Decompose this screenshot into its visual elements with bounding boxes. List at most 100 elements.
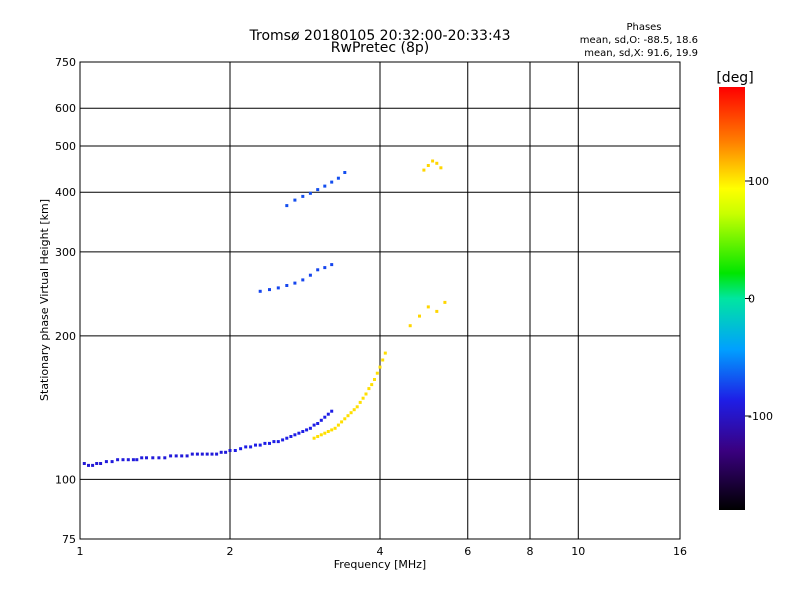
x-tick-label: 1 <box>77 545 84 558</box>
data-point <box>185 454 189 458</box>
data-point <box>355 405 359 409</box>
data-point <box>336 176 340 180</box>
data-point <box>293 433 297 437</box>
data-point <box>323 431 327 435</box>
data-point <box>352 408 356 412</box>
y-tick-label: 200 <box>55 330 76 343</box>
data-point <box>358 400 362 404</box>
data-point <box>349 411 353 415</box>
data-point <box>330 180 334 184</box>
data-point <box>293 198 297 202</box>
data-point <box>323 184 327 188</box>
data-point <box>121 458 125 462</box>
data-point <box>439 166 443 170</box>
data-point <box>330 263 334 267</box>
data-point <box>244 445 248 449</box>
x-tick-label: 10 <box>571 545 585 558</box>
data-point <box>426 305 430 309</box>
data-point <box>174 454 178 458</box>
data-point <box>431 159 435 163</box>
y-tick-label: 75 <box>62 533 76 546</box>
x-tick-labels: 1 2 4 6 8 10 16 <box>77 545 688 558</box>
data-point <box>87 463 90 467</box>
data-point <box>239 447 243 451</box>
data-point <box>289 435 293 438</box>
data-point <box>333 426 337 430</box>
data-point <box>343 171 347 174</box>
data-point <box>151 456 155 460</box>
data-point <box>228 449 232 452</box>
data-point <box>330 409 334 413</box>
x-tick-label: 16 <box>673 545 687 558</box>
phases-line-x: mean, sd,X: 91.6, 19.9 <box>584 48 698 59</box>
y-tick-label: 100 <box>55 473 76 486</box>
data-point <box>104 460 108 464</box>
data-point <box>418 314 421 318</box>
y-tick-label: 750 <box>55 56 76 69</box>
data-point <box>163 456 167 460</box>
data-point <box>323 266 327 270</box>
data-point <box>169 454 173 458</box>
data-point <box>205 452 209 456</box>
data-point <box>268 288 271 292</box>
data-point <box>346 414 350 418</box>
data-point <box>378 365 382 369</box>
data-point <box>268 441 271 445</box>
data-point <box>435 309 439 313</box>
x-tick-label: 2 <box>227 545 234 558</box>
data-point <box>233 449 237 452</box>
y-tick-label: 500 <box>55 140 76 153</box>
phases-line-o: mean, sd,O: -88.5, 18.6 <box>580 35 698 46</box>
colorbar <box>719 87 745 510</box>
data-point <box>272 440 276 444</box>
data-point <box>312 436 316 440</box>
data-point <box>215 452 219 456</box>
data-point <box>316 268 320 272</box>
data-point <box>131 458 135 462</box>
data-point <box>316 188 320 192</box>
data-point <box>254 443 257 447</box>
data-point <box>319 418 323 422</box>
data-point <box>249 445 253 449</box>
data-point <box>276 440 280 444</box>
data-point <box>145 456 148 460</box>
data-point <box>285 284 289 287</box>
plot-frame <box>79 61 681 540</box>
data-point <box>276 286 280 290</box>
data-point <box>140 456 144 460</box>
chart-title: Tromsø 20180105 20:32:00-20:33:43 <box>249 28 511 44</box>
data-point <box>301 194 305 198</box>
data-point <box>126 458 130 462</box>
data-point <box>224 450 228 454</box>
data-point <box>82 462 86 465</box>
data-point <box>383 351 387 355</box>
data-point <box>370 383 374 387</box>
data-point <box>381 358 385 362</box>
data-point <box>301 430 305 433</box>
data-point <box>308 426 312 430</box>
grid-lines <box>80 62 680 539</box>
y-tick-labels: 75 100 200 300 400 500 600 750 <box>55 56 76 546</box>
data-point <box>319 433 323 437</box>
data-point <box>258 289 262 293</box>
data-point <box>408 324 412 328</box>
chart-subtitle: RwPretec (8p) <box>331 40 429 56</box>
data-point <box>316 435 320 438</box>
y-tick-label: 400 <box>55 186 76 199</box>
data-point <box>364 392 368 396</box>
data-point <box>305 428 309 432</box>
data-point <box>308 273 312 277</box>
x-tick-label: 8 <box>527 545 534 558</box>
data-point <box>426 164 430 167</box>
phases-heading: Phases <box>626 22 661 33</box>
y-tick-label: 600 <box>55 102 76 115</box>
data-point <box>285 436 289 440</box>
data-point <box>340 420 344 424</box>
data-point <box>326 430 330 433</box>
x-tick-label: 6 <box>464 545 471 558</box>
x-axis-label: Frequency [MHz] <box>334 558 426 571</box>
data-point <box>195 452 199 456</box>
data-point <box>422 168 426 172</box>
